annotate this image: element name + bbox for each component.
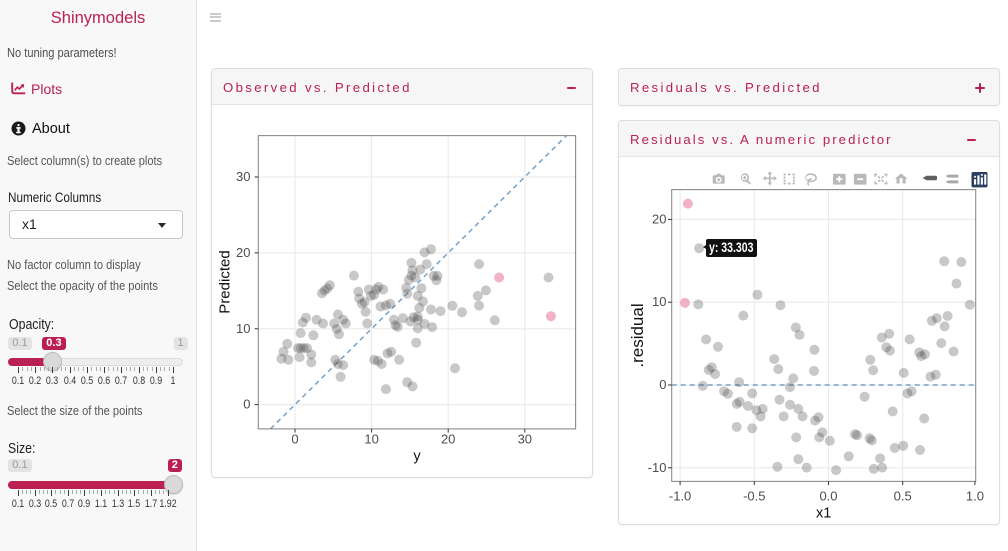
svg-text:y: y [413, 449, 421, 465]
svg-text:.residual: .residual [630, 303, 647, 367]
svg-text:10: 10 [236, 321, 250, 336]
svg-text:0: 0 [243, 397, 250, 412]
svg-text:-10: -10 [648, 460, 667, 475]
svg-text:-0.5: -0.5 [743, 489, 765, 504]
svg-text:0: 0 [659, 377, 666, 392]
svg-text:30: 30 [236, 169, 250, 184]
svg-text:20: 20 [652, 211, 666, 226]
svg-text:x1: x1 [816, 506, 831, 521]
svg-text:1.0: 1.0 [966, 489, 984, 504]
svg-text:0: 0 [291, 432, 298, 447]
svg-text:20: 20 [441, 432, 455, 447]
svg-text:Predicted: Predicted [219, 250, 234, 313]
svg-text:10: 10 [364, 432, 378, 447]
svg-text:20: 20 [236, 245, 250, 260]
svg-text:30: 30 [518, 432, 532, 447]
svg-text:10: 10 [652, 294, 666, 309]
svg-text:0.5: 0.5 [894, 489, 912, 504]
svg-text:-1.0: -1.0 [669, 489, 691, 504]
svg-text:0.0: 0.0 [819, 489, 837, 504]
